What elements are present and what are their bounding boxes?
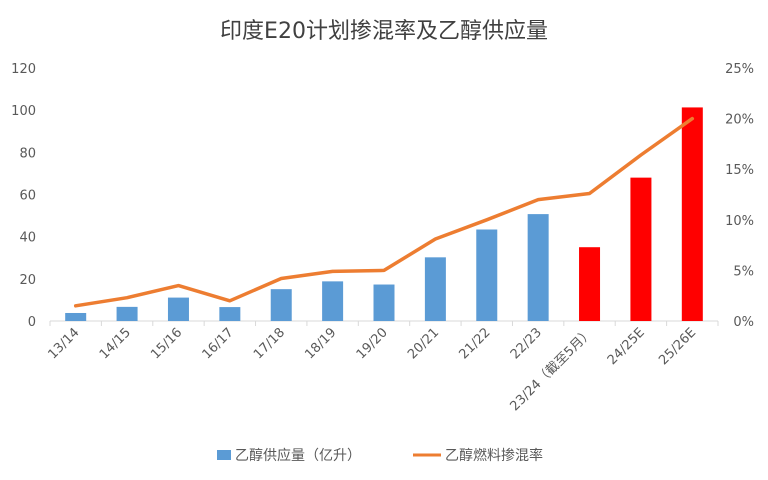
bar [219,307,241,321]
blend-rate-line [73,116,695,308]
bar [373,284,395,321]
x-tick-label: 22/23 [508,325,545,362]
x-tick-label: 14/15 [97,325,134,362]
x-tick-label: 21/22 [456,325,493,362]
x-tick-label: 13/14 [45,325,82,362]
right-axis-tick-label: 15% [725,163,754,178]
left-axis-tick-label: 100 [11,104,36,119]
legend-swatch-bar [217,450,231,460]
legend-label-bar: 乙醇供应量（亿升） [235,447,361,464]
left-axis-tick-label: 0 [28,315,36,330]
bar [322,281,344,321]
right-axis-tick-label: 5% [733,264,754,279]
bar [270,289,292,321]
x-tick-label: 18/19 [302,325,339,362]
x-axis-labels: 13/14 14/15 15/16 16/17 17/18 18/19 19/20 20/21… [45,325,699,414]
legend: 乙醇供应量（亿升） 乙醇燃料掺混率 [217,447,543,464]
chart-title: 印度E20计划掺混率及乙醇供应量 [220,19,548,44]
left-axis-tick-label: 20 [19,273,36,288]
right-axis-tick-label: 0% [733,315,754,330]
x-tick-label: 19/20 [354,325,391,362]
right-axis-tick-label: 25% [725,62,754,77]
bar [424,257,446,321]
right-axis-tick-label: 10% [725,214,754,229]
bar [579,247,601,321]
x-tick-label: 20/21 [405,325,442,362]
bar [527,214,549,321]
bar [116,306,138,321]
left-axis-tick-label: 80 [19,146,36,161]
left-axis-tick-label: 60 [19,189,36,204]
left-axis-tick-label: 120 [11,62,36,77]
line-series [73,116,695,308]
x-tick-label: 17/18 [251,325,288,362]
x-tick-label: 24/25E [605,325,648,368]
bar-series [65,107,703,321]
legend-label-line: 乙醇燃料掺混率 [445,447,543,464]
right-axis-tick-label: 20% [725,113,754,128]
bar [167,297,189,321]
left-axis-tick-label: 40 [19,231,36,246]
bar [630,177,652,321]
x-tick-label: 16/17 [200,325,237,362]
bar [476,229,498,321]
x-tick-label: 25/26E [656,325,699,368]
x-tick-label: 15/16 [148,325,185,362]
bar [681,107,703,321]
axes: 0 20 40 60 80 100 120 0% 5% 10% 15% 20% 25% [11,62,754,330]
bar [65,312,87,321]
